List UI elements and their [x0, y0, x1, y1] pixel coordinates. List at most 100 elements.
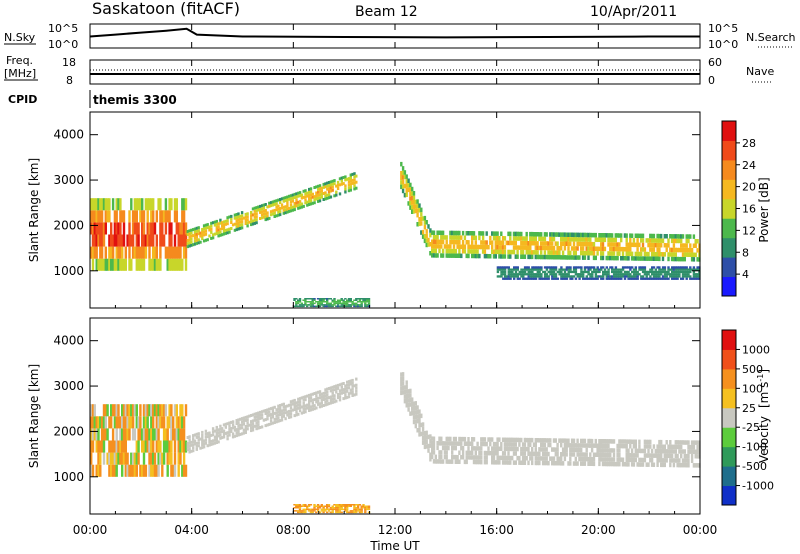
power-cell	[326, 299, 329, 301]
velocity-cell	[364, 505, 367, 507]
velocity-cell	[561, 438, 565, 443]
velocity-cell	[170, 416, 173, 429]
cpid-value: themis 3300	[93, 93, 177, 107]
power-cell	[421, 234, 425, 239]
velocity-cell	[349, 511, 352, 514]
velocity-cell	[460, 455, 463, 460]
velocity-cell	[148, 440, 151, 453]
power-cell	[153, 258, 157, 271]
power-cell	[618, 277, 621, 280]
power-cell	[108, 210, 111, 223]
velocity-cell	[327, 508, 331, 511]
velocity-cell	[612, 457, 616, 462]
velocity-cell	[153, 464, 157, 477]
velocity-cell	[141, 464, 144, 477]
power-cell	[629, 275, 632, 278]
power-cell	[246, 212, 249, 216]
velocity-cell	[634, 453, 637, 458]
velocity-cell	[569, 443, 572, 448]
power-cell	[353, 178, 356, 182]
power-cell	[237, 227, 240, 231]
power-cell	[460, 235, 463, 240]
power-cell	[696, 257, 699, 262]
velocity-cell	[401, 381, 405, 386]
velocity-cell	[173, 440, 177, 453]
power-cell	[594, 270, 598, 274]
velocity-cell	[335, 390, 338, 394]
power-cell	[636, 277, 639, 280]
velocity-cell	[242, 428, 246, 432]
velocity-cell	[273, 421, 276, 424]
power-cell	[358, 299, 362, 301]
power-cell	[674, 266, 677, 269]
velocity-cell	[632, 453, 636, 458]
power-cell	[565, 273, 569, 276]
power-cell	[601, 251, 605, 256]
power-cell	[346, 177, 349, 181]
power-cell	[498, 266, 501, 269]
velocity-cell	[440, 436, 443, 442]
velocity-cell	[540, 442, 543, 448]
power-cell	[230, 217, 233, 221]
velocity-cell	[289, 409, 293, 413]
power-cell	[188, 241, 191, 245]
velocity-cell	[340, 507, 343, 509]
power-cell	[634, 266, 637, 269]
power-cell	[152, 258, 155, 271]
power-cell	[485, 253, 488, 259]
velocity-cell	[414, 414, 417, 420]
power-cell	[211, 233, 215, 237]
velocity-cell	[124, 404, 127, 417]
velocity-cell	[476, 446, 479, 451]
velocity-cell	[260, 416, 264, 420]
power-cell	[224, 228, 227, 232]
colorbar-segment	[722, 349, 736, 370]
power-cell	[665, 234, 668, 239]
power-cell	[616, 268, 619, 271]
power-cell	[585, 250, 588, 256]
velocity-cell	[338, 510, 342, 512]
noise-tick-bottom-right: 10^0	[708, 38, 738, 51]
velocity-cell	[463, 441, 467, 446]
power-cell	[233, 216, 237, 220]
velocity-cell	[335, 511, 338, 514]
velocity-cell	[461, 436, 465, 442]
velocity-cell	[188, 447, 191, 451]
velocity-cell	[362, 504, 365, 506]
velocity-cell	[420, 413, 423, 419]
power-cell	[197, 226, 200, 230]
velocity-cell	[280, 412, 284, 416]
velocity-cell	[268, 410, 271, 414]
power-cell	[335, 305, 338, 308]
power-cell	[315, 194, 318, 198]
power-cell	[545, 266, 549, 269]
velocity-cell	[240, 420, 244, 424]
power-cell	[516, 277, 519, 280]
power-cell	[605, 273, 608, 276]
power-cell	[527, 266, 530, 269]
power-cell	[458, 230, 461, 236]
velocity-cell	[146, 404, 149, 417]
power-cell	[224, 231, 227, 235]
velocity-cell	[130, 452, 133, 465]
velocity-cell	[206, 435, 209, 439]
power-cell	[634, 242, 637, 248]
velocity-cell	[190, 449, 193, 453]
power-cell	[259, 207, 262, 211]
power-cell	[636, 233, 639, 238]
power-cell	[491, 240, 494, 245]
velocity-cell	[541, 438, 545, 443]
power-cell	[541, 245, 545, 251]
velocity-cell	[440, 454, 443, 460]
power-cell	[104, 246, 107, 259]
velocity-cell	[647, 462, 650, 467]
power-cell	[260, 216, 264, 220]
power-cell	[338, 301, 342, 303]
power-cell	[620, 277, 623, 280]
power-cell	[335, 193, 338, 197]
velocity-cell	[605, 439, 608, 444]
velocity-cell	[155, 440, 158, 453]
power-cell	[282, 208, 285, 212]
power-cell	[111, 198, 115, 211]
power-cell	[184, 258, 188, 271]
